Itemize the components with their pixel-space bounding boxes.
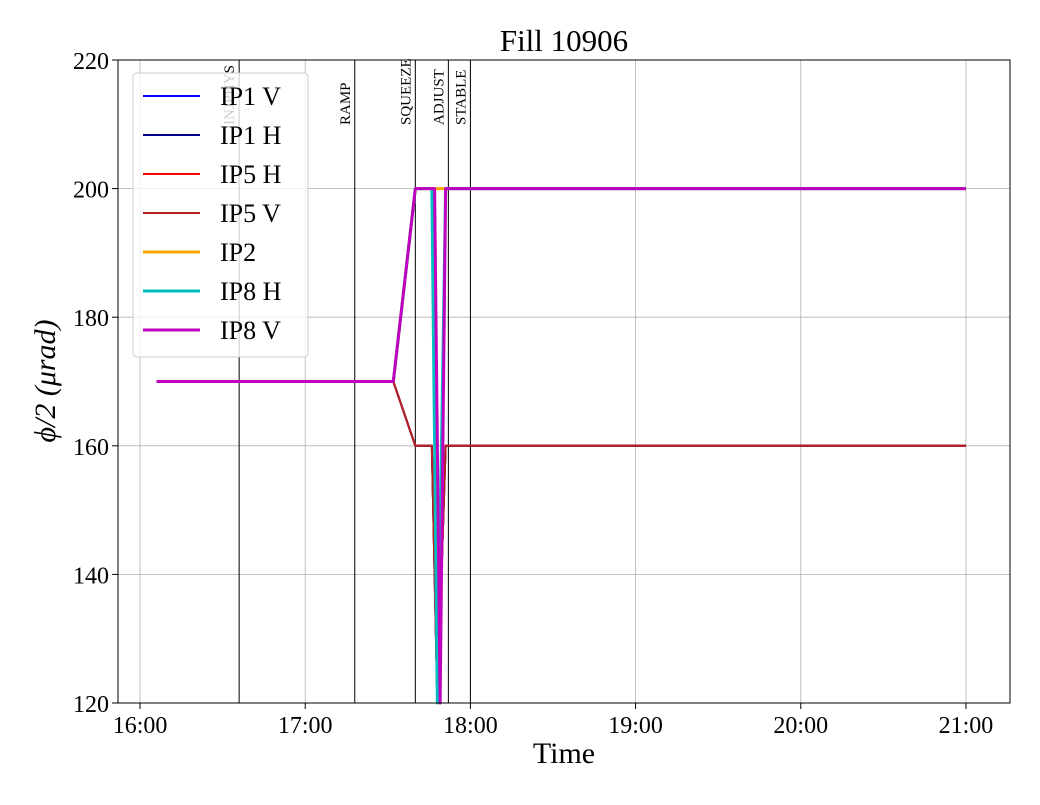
y-tick-label: 120 (73, 692, 109, 718)
y-tick-label: 200 (73, 178, 109, 204)
legend-label: IP5 V (220, 199, 281, 228)
phase-label: SQUEEZE (398, 58, 414, 125)
y-tick-label: 180 (73, 306, 109, 332)
plot-frame (117, 59, 1011, 704)
x-tick-label: 16:00 (113, 713, 168, 739)
series-line (156, 380, 966, 704)
y-tick-label: 220 (73, 49, 109, 75)
series-line (156, 380, 966, 704)
legend-label: IP1 H (220, 121, 282, 150)
legend-label: IP8 H (220, 277, 282, 306)
x-tick-label: 20:00 (773, 713, 828, 739)
x-tick-label: 18:00 (443, 713, 498, 739)
x-tick-label: 17:00 (278, 713, 333, 739)
phase-label: ADJUST (431, 69, 447, 125)
x-tick-label: 21:00 (939, 713, 994, 739)
x-tick-label: 19:00 (608, 713, 663, 739)
phase-label: STABLE (453, 70, 469, 125)
phase-label: RAMP (338, 82, 354, 125)
legend: IP1 V IP1 H IP5 H IP5 V IP2 IP8 H IP8 V (132, 72, 309, 358)
legend-label: IP1 V (220, 82, 281, 111)
y-tick-label: 140 (73, 563, 109, 589)
y-tick-label: 160 (73, 435, 109, 461)
y-axis-label: ϕ/2 (μrad) (29, 319, 62, 442)
legend-label: IP8 V (220, 316, 281, 345)
x-axis-label: Time (533, 737, 595, 770)
series-line (156, 380, 966, 704)
chart-title: Fill 10906 (500, 23, 628, 58)
series-line (156, 380, 966, 704)
legend-label: IP2 (220, 238, 256, 267)
series-line (156, 187, 966, 705)
legend-label: IP5 H (220, 160, 282, 189)
legend-box (132, 72, 309, 358)
